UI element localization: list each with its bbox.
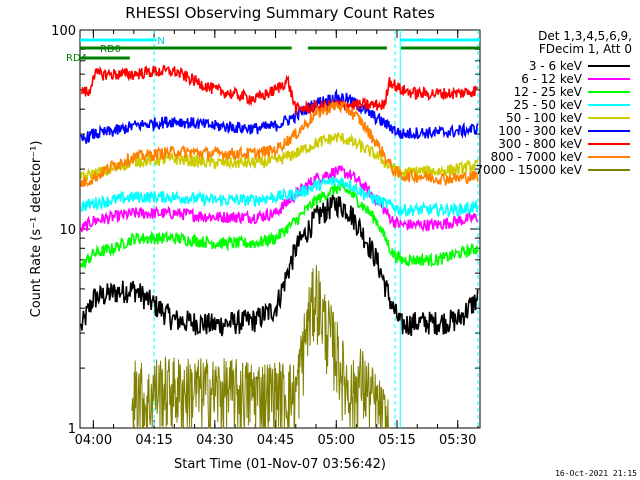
legend-label-5: 100 - 300 keV (498, 124, 582, 138)
legend: Det 1,3,4,5,6,9,FDecim 1, Att 0 3 - 6 keV… (475, 29, 632, 177)
y-tick-label-2: 100 (51, 24, 76, 39)
series-layer (80, 64, 479, 430)
series-line-3 (80, 175, 479, 219)
x-tick-label-2: 04:30 (196, 433, 233, 448)
vline-layer (153, 30, 479, 428)
flag-label-n: N (157, 36, 164, 47)
legend-label-0: 3 - 6 keV (529, 59, 583, 73)
y-axis-label: Count Rate (s⁻¹ detector⁻¹) (29, 141, 44, 318)
legend-label-6: 300 - 800 keV (498, 137, 582, 151)
flag-label-rd4: RD4 (66, 53, 87, 64)
legend-header-0: Det 1,3,4,5,6,9, (538, 29, 632, 43)
x-tick-label-1: 04:15 (135, 433, 172, 448)
legend-header-1: FDecim 1, Att 0 (539, 42, 632, 56)
legend-label-8: 7000 - 15000 keV (475, 163, 582, 177)
series-line-1 (80, 164, 479, 233)
x-tick-label-5: 05:15 (378, 433, 415, 448)
series-line-5 (80, 88, 479, 144)
series-line-6 (81, 64, 478, 116)
tick-layer: 04:00 04:15 04:30 04:45 05:00 05:15 05:30 1 10 10… (51, 24, 480, 448)
x-tick-label-3: 04:45 (257, 433, 294, 448)
legend-label-4: 50 - 100 keV (506, 111, 583, 125)
series-line-8 (131, 265, 389, 430)
timestamp-label: 16-Oct-2021 21:15 (555, 469, 637, 478)
x-tick-label-0: 04:00 (75, 433, 112, 448)
flag-layer: N RD0 RD4 (66, 36, 480, 64)
y-tick-label-0: 1 (68, 422, 76, 437)
series-line-0 (80, 194, 479, 337)
flag-label-rd0: RD0 (100, 44, 121, 55)
x-tick-label-6: 05:30 (439, 433, 476, 448)
chart-title: RHESSI Observing Summary Count Rates (125, 4, 435, 22)
legend-label-3: 25 - 50 keV (514, 98, 583, 112)
legend-label-2: 12 - 25 keV (514, 85, 583, 99)
x-tick-label-4: 05:00 (318, 433, 355, 448)
series-line-2 (80, 182, 479, 269)
y-tick-label-1: 10 (59, 223, 76, 238)
legend-label-7: 800 - 7000 keV (491, 150, 583, 164)
x-axis-label: Start Time (01-Nov-07 03:56:42) (174, 457, 386, 472)
legend-label-1: 6 - 12 keV (521, 72, 583, 86)
series-line-7 (80, 100, 479, 188)
